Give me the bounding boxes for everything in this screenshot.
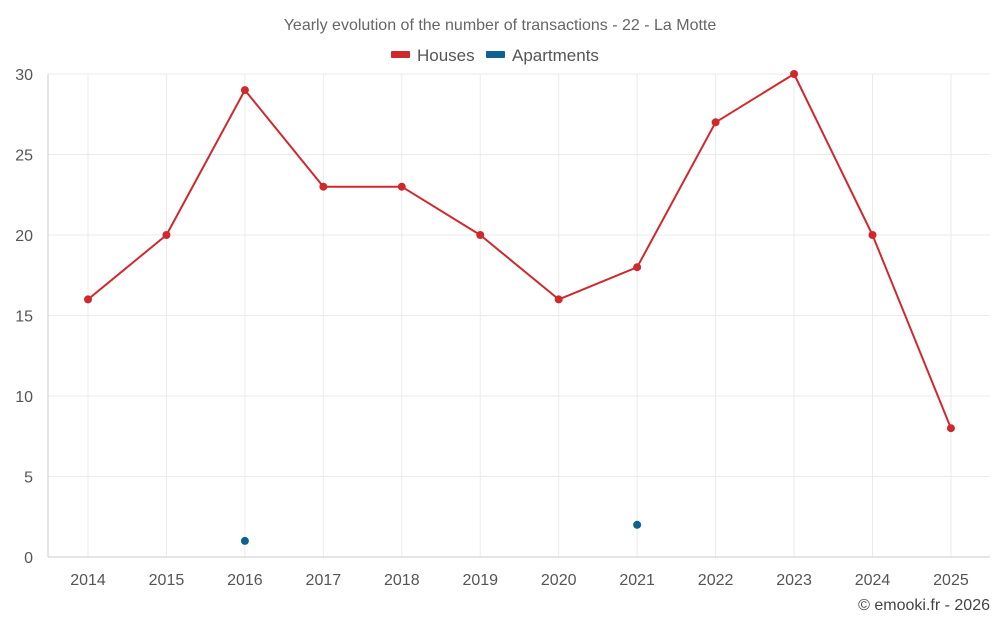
x-tick-label: 2024 [855,572,891,589]
series-apartments [240,520,642,545]
x-tick-label: 2017 [306,572,342,589]
x-tick-label: 2016 [227,572,263,589]
legend-item-apartments[interactable]: Apartments [486,46,599,65]
x-tick-label: 2014 [70,572,106,589]
data-point-apartments-2021[interactable] [633,520,642,529]
y-tick-label: 10 [15,389,33,406]
data-point-houses-2021[interactable] [633,263,642,272]
data-point-houses-2014[interactable] [84,295,92,304]
x-tick-label: 2020 [541,572,577,589]
data-point-houses-2025[interactable] [946,424,955,433]
data-point-houses-2023[interactable] [790,70,799,78]
legend-swatch-apartments [486,51,505,58]
data-point-houses-2016[interactable] [240,86,249,95]
grid [48,73,990,557]
x-tick-label: 2018 [384,572,420,589]
y-tick-label: 15 [15,309,33,326]
data-point-houses-2022[interactable] [711,118,720,127]
x-tick-label: 2015 [149,572,185,589]
series-houses [84,70,955,433]
legend-swatch-houses [391,51,410,58]
x-tick-label: 2025 [933,572,969,589]
x-tick-label: 2023 [776,572,812,589]
legend-label-houses: Houses [417,46,475,65]
data-point-houses-2018[interactable] [397,182,406,191]
y-tick-label: 20 [15,228,33,245]
x-tick-label: 2019 [462,572,498,589]
legend-label-apartments: Apartments [512,46,599,65]
legend: Houses Apartments [391,46,599,65]
x-tick-label: 2022 [698,572,734,589]
data-point-houses-2019[interactable] [476,231,485,239]
data-point-houses-2020[interactable] [554,295,563,304]
series [84,70,955,545]
x-tick-label: 2021 [619,572,655,589]
data-point-houses-2015[interactable] [162,231,171,239]
data-point-apartments-2016[interactable] [240,536,249,545]
y-tick-label: 30 [15,67,33,84]
data-point-houses-2017[interactable] [319,182,328,191]
series-line-houses [87,73,952,429]
credit-text: © emooki.fr - 2026 [858,597,990,614]
y-tick-label: 0 [24,550,33,567]
data-point-houses-2024[interactable] [868,231,877,239]
y-tick-label: 5 [24,470,33,487]
legend-item-houses[interactable]: Houses [391,46,475,65]
y-tick-label: 25 [15,148,33,165]
chart-title: Yearly evolution of the number of transa… [284,17,717,34]
